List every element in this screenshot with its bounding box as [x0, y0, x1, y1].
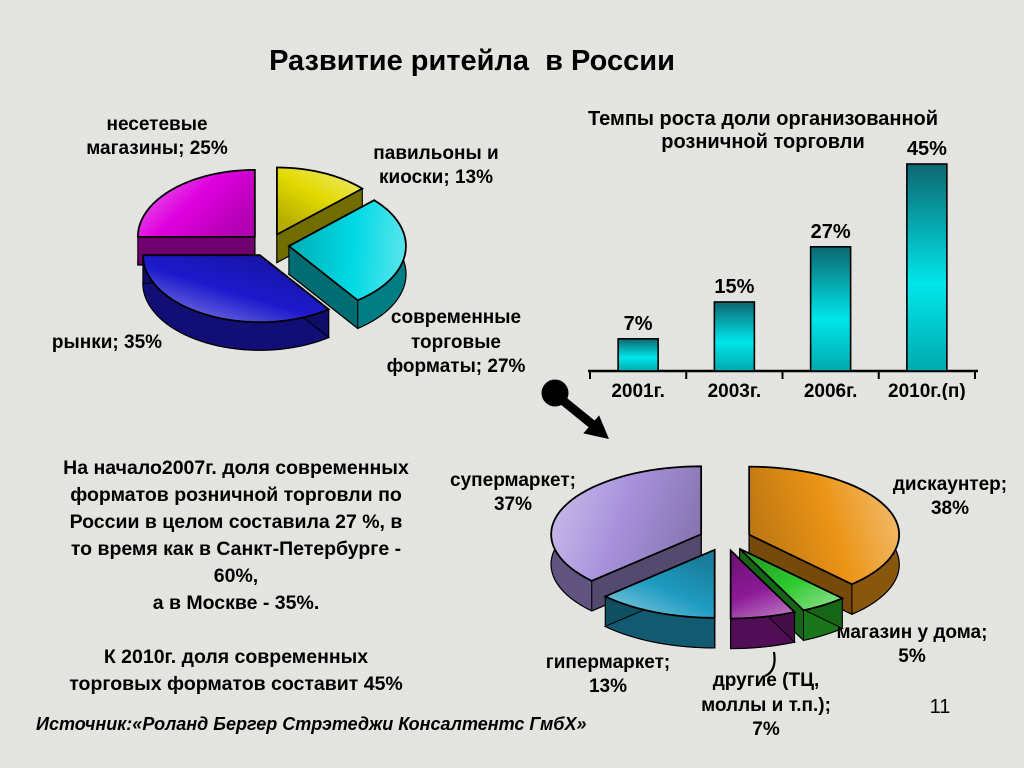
page-number: 11	[929, 696, 951, 718]
pie-slice-p1-2-top	[141, 254, 331, 324]
retail-structure-pie-chart	[136, 166, 407, 351]
bar-category-label: 2001г.	[611, 381, 665, 400]
bar-2010г.(п)	[906, 163, 948, 372]
bar-value-label: 7%	[624, 313, 653, 335]
bar-category-label: 2010г.(п)	[888, 381, 966, 400]
source-note: Источник:«Роланд Бергер Стрэтеджи Консал…	[36, 714, 587, 734]
pie-slice-p2-1-top	[738, 547, 845, 612]
pie2-label-gipermarket: гипермаркет; 13%	[545, 652, 671, 697]
callout-path	[764, 651, 776, 678]
arrow-head	[583, 415, 609, 439]
pie-slice-p1-0-top	[276, 166, 365, 236]
pie-slice-p2-3-top	[603, 548, 716, 619]
bar-value-label: 27%	[811, 221, 851, 243]
pie1-label-pavilony-kioski: павильоны и киоски; 13%	[373, 143, 499, 188]
bar-category-label: 2006г.	[804, 381, 858, 400]
pie2-label-magazin-u-doma: магазин у дома; 5%	[836, 622, 988, 667]
bar-chart-title: Темпы роста доли организованной рознично…	[587, 108, 939, 153]
pie1-label-rynki: рынки; 35%	[51, 332, 163, 353]
modern-formats-pie-chart	[550, 465, 901, 650]
pie-slice-p2-0-top	[748, 465, 901, 586]
organized-retail-growth-bar-chart: 7% 2001г. 15% 2003г. 27% 2006г. 45% 2010г.(п)	[588, 138, 978, 400]
pie-slice-p1-1-top	[287, 199, 407, 302]
bar-2003г.	[713, 301, 756, 372]
pie1-label-sovremennye-formaty: современные торговые форматы; 27%	[386, 307, 526, 377]
pie2-label-diskaunter: дискаунтер; 38%	[892, 474, 1008, 519]
slide-title: Развитие ритейла в России	[269, 45, 675, 78]
bar-value-label: 45%	[907, 138, 947, 160]
bar-category-label: 2003г.	[708, 381, 762, 400]
bar-2001г.	[617, 338, 659, 372]
pie-slice-p2-2-top	[729, 548, 797, 620]
pie-slice-p1-3-top	[136, 168, 256, 238]
pie1-label-nesetevye-magaziny: несетевые магазины; 25%	[86, 114, 228, 159]
pie-slice-p2-4-top	[550, 465, 703, 582]
pie2-label-supermarket: супермаркет; 37%	[450, 470, 576, 515]
commentary-text: На начало2007г. доля современных формато…	[63, 457, 409, 695]
pie2-label-drugie: другие (ТЦ, моллы и т.п.); 7%	[701, 670, 831, 740]
bar-value-label: 15%	[714, 276, 754, 298]
flow-arrow	[541, 379, 609, 439]
arrow-shaft	[556, 394, 598, 430]
callout-line	[764, 651, 776, 678]
bar-2006г.	[809, 246, 852, 372]
